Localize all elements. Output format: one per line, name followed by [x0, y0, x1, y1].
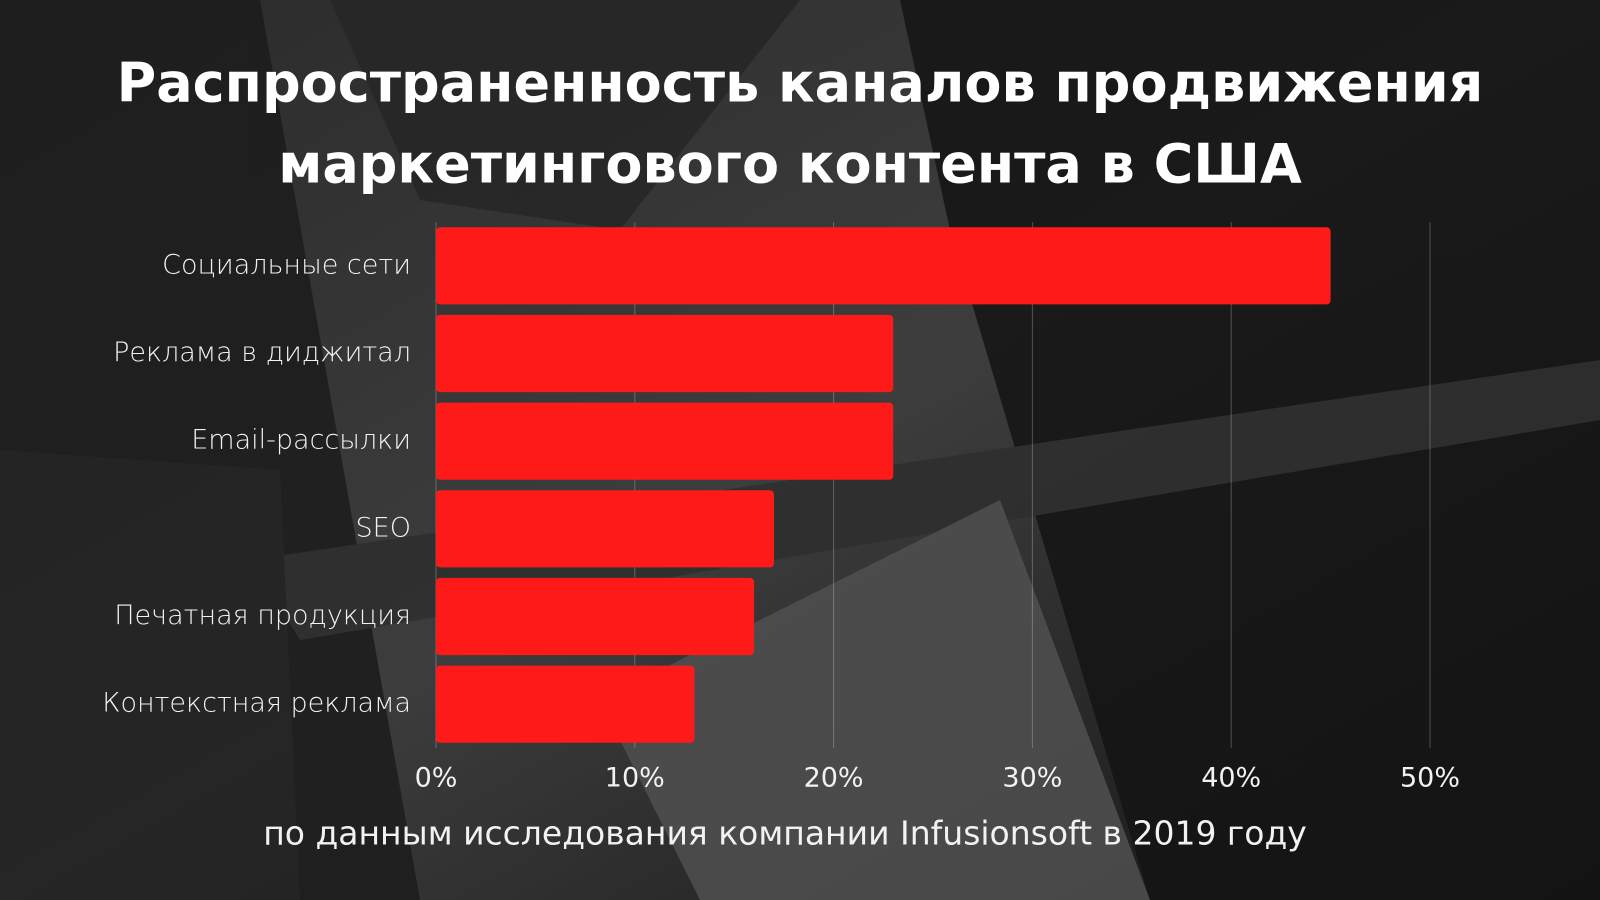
y-tick-label: SEO: [356, 512, 411, 543]
x-tick-label: 30%: [1002, 763, 1062, 794]
bar: [436, 665, 695, 743]
bar: [436, 402, 894, 480]
y-tick-label: Социальные сети: [162, 249, 411, 280]
x-tick-label: 10%: [605, 763, 665, 794]
y-tick-label: Email-рассылки: [191, 425, 411, 456]
x-tick-label: 0%: [415, 763, 458, 794]
chart-title: Распространенность каналов продвижения: [117, 52, 1484, 115]
y-tick-label: Реклама в диджитал: [113, 337, 411, 368]
bar: [436, 314, 894, 393]
bar: [436, 490, 774, 568]
chart-title: маркетингового контента в США: [278, 133, 1302, 196]
bar: [436, 227, 1331, 305]
x-tick-label: 50%: [1400, 763, 1460, 794]
x-tick-label: 20%: [804, 763, 864, 794]
x-tick-label: 40%: [1201, 763, 1261, 794]
source-note: по данным исследования компании Infusion…: [263, 814, 1307, 853]
y-tick-label: Контекстная реклама: [102, 688, 411, 719]
y-tick-label: Печатная продукция: [114, 600, 411, 631]
bar: [436, 577, 755, 656]
